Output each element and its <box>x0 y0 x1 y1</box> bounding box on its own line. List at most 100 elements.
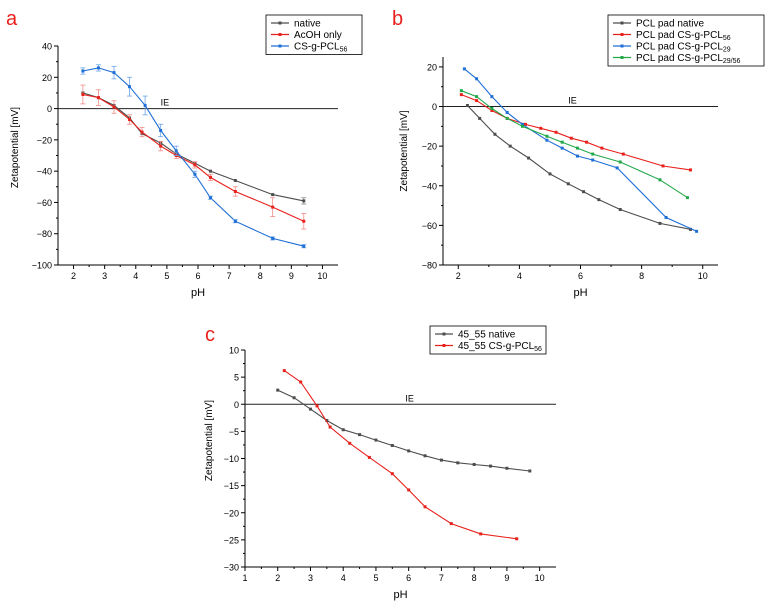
chart-a-legend-label: native <box>294 19 321 30</box>
chart-c-reference-label: IE <box>405 393 414 403</box>
chart-c-series-1-point <box>348 441 352 445</box>
chart-c-series-0-point <box>276 388 280 392</box>
chart-c-y-tick-label: −25 <box>224 535 239 545</box>
chart-b-series-2-point <box>505 110 509 114</box>
chart-b-series-1-point <box>585 140 589 144</box>
chart-b-legend-swatch-marker <box>620 44 624 48</box>
chart-b-series-0-line <box>467 105 691 230</box>
chart-a-reference-label: IE <box>161 98 170 108</box>
chart-b-series-3-point <box>685 196 689 200</box>
chart-b-series-2-point <box>575 154 579 158</box>
chart-a-legend-label-subscript: 56 <box>340 47 348 54</box>
chart-a-x-tick-label: 4 <box>133 271 138 281</box>
chart-b-y-tick-label: 0 <box>432 102 437 112</box>
chart-c-x-tick-label: 5 <box>373 573 378 583</box>
chart-b-series-3-line <box>461 90 688 199</box>
panel-label-b: b <box>392 8 403 30</box>
chart-b-reference-label: IE <box>568 96 577 106</box>
chart-b-x-tick-label: 4 <box>517 271 522 281</box>
chart-b-legend-label: PCL pad CS-g-PCL29/56 <box>636 53 741 65</box>
chart-b-series-2-point <box>560 146 564 150</box>
chart-b-series-2-point <box>462 67 466 71</box>
chart-c-x-tick-label: 6 <box>406 573 411 583</box>
chart-c-y-axis-label: Zetapotential [mV] <box>204 400 215 481</box>
chart-b-series-3-point <box>520 124 524 128</box>
chart-a-series-1-point <box>302 219 306 223</box>
chart-c-legend-label-subscript: 56 <box>534 346 542 353</box>
chart-a-y-tick-label: 40 <box>42 42 52 52</box>
chart-a-series-2-point <box>159 128 163 132</box>
chart-c-y-tick-label: −15 <box>224 481 239 491</box>
chart-a-series-2-point <box>81 69 85 73</box>
chart-c-y-tick-label: −10 <box>224 454 239 464</box>
chart-b-series-3-point <box>591 152 595 156</box>
chart-b-legend-swatch-marker <box>620 21 624 25</box>
chart-b-series-2-point <box>475 77 479 81</box>
chart-a-y-tick-label: −20 <box>37 135 52 145</box>
chart-b-series-0-point <box>566 182 570 186</box>
chart-a-y-tick-label: 20 <box>42 73 52 83</box>
chart-a-x-tick-label: 5 <box>164 271 169 281</box>
chart-a-x-tick-label: 2 <box>71 271 76 281</box>
chart-b-series-0-point <box>597 198 601 202</box>
chart-b-series-1-point <box>490 108 494 112</box>
chart-c-series-1-point <box>390 472 394 476</box>
chart-a-series-1-point <box>96 96 100 100</box>
chart-b-series-3-point <box>575 146 579 150</box>
chart-c-series-1-point <box>328 425 332 429</box>
chart-b-y-tick-label: −40 <box>422 181 437 191</box>
chart-a-series-1-point <box>128 118 132 122</box>
chart-c-series-0-point <box>325 419 329 423</box>
chart-b-series-3-point <box>475 95 479 99</box>
chart-b-x-axis-label: pH <box>573 287 587 299</box>
chart-c-series-0-point <box>374 438 378 442</box>
chart-b-series-2-line <box>464 68 697 232</box>
chart-panel-b: −80 −60 −40 −20 0 20 2 4 6 8 10 pH Zetapotential [mV… <box>399 14 765 299</box>
chart-c-x-axis-label: pH <box>393 589 407 601</box>
chart-b-legend-label: PCL pad native <box>636 19 704 30</box>
chart-a-series-2-point <box>128 85 132 89</box>
chart-a-legend-swatch-marker <box>278 33 282 36</box>
chart-b-series-2-point <box>545 138 549 142</box>
chart-a-y-tick-label: 0 <box>47 104 52 114</box>
chart-b-legend-label: PCL pad CS-g-PCL56 <box>636 30 731 42</box>
chart-c-legend-label: 45_55 native <box>458 330 516 341</box>
chart-a-series-1-point <box>271 205 275 209</box>
chart-a-x-tick-label: 7 <box>227 271 232 281</box>
chart-a-series-2-point <box>96 66 100 70</box>
chart-b-y-tick-label: 20 <box>427 62 437 72</box>
chart-a-legend-label: AcOH only <box>294 30 342 41</box>
chart-b-series-1-point <box>475 99 479 103</box>
chart-b-series-1-point <box>689 168 692 172</box>
chart-b-series-1-point <box>661 164 665 168</box>
chart-b-legend-label-subscript: 29 <box>723 47 731 54</box>
chart-c-series-1-line <box>283 370 517 540</box>
chart-b-series-0-point <box>493 132 497 136</box>
chart-a-series-2-point <box>143 103 147 107</box>
chart-c-y-tick-label: 5 <box>234 373 239 383</box>
chart-a-series-2-point <box>174 149 178 153</box>
chart-b-series-1-point <box>524 122 527 126</box>
chart-b-series-1-point <box>539 126 543 130</box>
chart-b-legend-box <box>607 14 765 67</box>
chart-b-y-tick-label: −20 <box>422 142 437 152</box>
chart-c-series-1-point <box>423 505 427 509</box>
chart-c-series-1-point <box>315 404 319 408</box>
chart-b-series-1-point <box>569 136 573 140</box>
chart-c-y-tick-label: −20 <box>224 508 239 518</box>
chart-c-series-0-point <box>341 428 345 432</box>
panel-label-a: a <box>6 8 18 30</box>
chart-b-legend-swatch-marker <box>620 56 624 59</box>
chart-c-series-0-line <box>277 389 530 472</box>
chart-c-series-0-point <box>308 407 312 411</box>
chart-b-legend-label-subscript: 29/56 <box>723 58 741 65</box>
chart-b-series-2-point <box>490 95 494 99</box>
chart-b-series-0-point <box>508 144 512 148</box>
chart-a-series-1-point <box>140 130 144 134</box>
chart-c-series-0-point <box>358 433 362 437</box>
chart-b-series-0-point <box>548 172 552 176</box>
chart-a-series-1-point <box>208 175 212 179</box>
chart-c-y-tick-label: 0 <box>234 400 239 410</box>
chart-a-y-tick-label: −60 <box>37 198 52 208</box>
